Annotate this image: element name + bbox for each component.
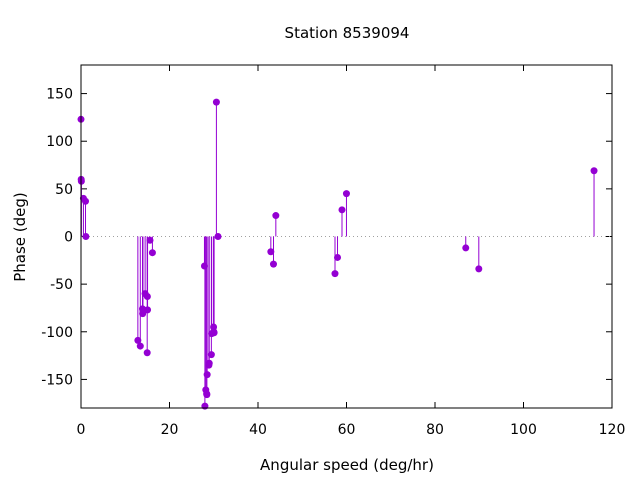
chart-title: Station 8539094 — [285, 24, 410, 42]
x-tick-label: 20 — [161, 422, 179, 438]
x-tick-label: 100 — [510, 422, 537, 438]
y-axis-label: Phase (deg) — [11, 192, 29, 282]
data-point — [212, 98, 220, 106]
x-axis-label: Angular speed (deg/hr) — [260, 456, 434, 474]
data-point — [146, 236, 154, 244]
data-point — [334, 253, 342, 261]
x-tick-label: 0 — [77, 422, 86, 438]
data-point — [134, 336, 142, 344]
x-tick-label: 80 — [426, 422, 444, 438]
y-tick-label: 0 — [64, 230, 73, 246]
data-point — [136, 342, 144, 350]
y-tick-label: -100 — [41, 325, 73, 341]
data-point — [590, 167, 598, 175]
data-point — [267, 248, 275, 256]
data-point — [203, 371, 211, 379]
plot-frame — [80, 64, 613, 409]
data-point — [82, 197, 90, 205]
data-point — [214, 233, 222, 240]
x-tick-label: 120 — [599, 422, 626, 438]
y-tick-label: 50 — [55, 182, 73, 198]
data-point — [143, 349, 151, 357]
data-point — [342, 190, 350, 198]
data-point — [203, 391, 211, 399]
data-point — [210, 329, 218, 337]
data-point — [269, 260, 277, 268]
data-marks — [77, 98, 598, 410]
data-point — [82, 233, 90, 240]
x-tick-label: 60 — [338, 422, 356, 438]
data-point — [272, 212, 280, 220]
data-point — [462, 244, 470, 252]
data-point — [201, 402, 209, 410]
data-point — [144, 306, 152, 314]
y-axis-ticks: -150 -100 -50 0 50 100 150 — [41, 87, 612, 388]
data-point — [148, 249, 156, 257]
y-tick-label: 150 — [46, 87, 73, 103]
y-tick-label: -50 — [50, 277, 73, 293]
y-tick-label: 100 — [46, 134, 73, 150]
data-point — [207, 351, 215, 359]
data-point — [205, 359, 213, 367]
data-point — [475, 265, 483, 273]
data-point — [331, 270, 339, 278]
data-point — [338, 206, 346, 214]
y-tick-label: -150 — [41, 372, 73, 388]
x-tick-label: 40 — [249, 422, 267, 438]
x-axis-ticks: 0 20 40 60 80 100 120 — [77, 65, 626, 438]
